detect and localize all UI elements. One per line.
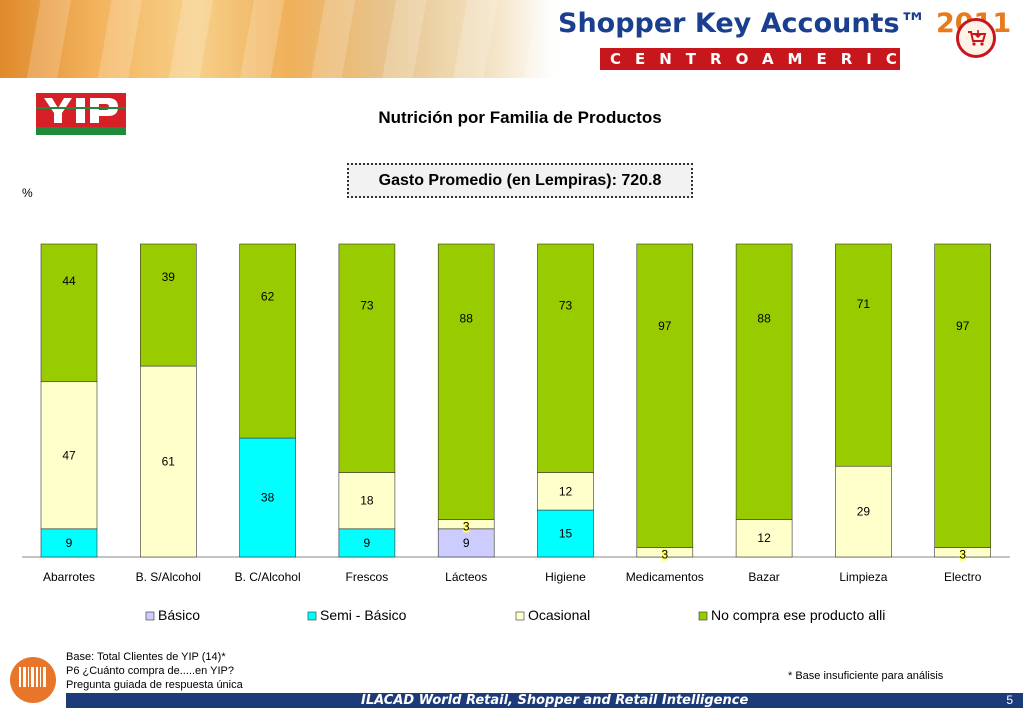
data-label: 9 xyxy=(66,536,73,550)
x-tick-label: Lácteos xyxy=(445,570,487,584)
bar-segment xyxy=(239,243,296,439)
data-label-highlight xyxy=(463,520,470,533)
legend-swatch xyxy=(698,611,708,621)
bar-segment xyxy=(537,509,594,558)
footer-bar: ILACAD World Retail, Shopper and Retail … xyxy=(66,693,1023,708)
footer-text: ILACAD World Retail, Shopper and Retail … xyxy=(361,693,749,708)
shopping-cart-logo xyxy=(956,18,996,58)
bar-segment xyxy=(338,472,396,530)
data-label-highlight xyxy=(661,548,668,561)
data-label: 39 xyxy=(162,270,176,284)
brand-subtitle: CENTROAMERICA xyxy=(600,48,922,70)
bar-segment xyxy=(338,243,396,473)
legend-label: Básico xyxy=(158,607,200,623)
shopping-cart-icon xyxy=(968,30,987,46)
legend-swatch xyxy=(307,611,317,621)
brand-title-text: Shopper Key Accounts™ xyxy=(558,8,927,39)
data-label: 12 xyxy=(757,531,771,545)
average-spend-box: Gasto Promedio (en Lempiras): 720.8 xyxy=(347,163,693,198)
x-tick-label: Electro xyxy=(944,570,982,584)
data-label: 29 xyxy=(857,505,871,519)
data-label: 71 xyxy=(857,297,871,311)
bar-segment xyxy=(338,528,396,558)
x-tick-label: Frescos xyxy=(346,570,389,584)
data-label: 73 xyxy=(360,299,374,313)
bar-segment xyxy=(437,243,495,520)
bar-segment xyxy=(140,365,197,558)
data-label: 97 xyxy=(956,319,970,333)
chart-title: Nutrición por Familia de Productos xyxy=(378,108,662,127)
data-label: 38 xyxy=(261,491,275,505)
legend-label: Ocasional xyxy=(528,607,590,623)
data-label: 12 xyxy=(559,484,573,498)
footnote-line: P6 ¿Cuánto compra de.....en YIP? xyxy=(66,665,234,677)
x-tick-label: Medicamentos xyxy=(626,570,704,584)
bar-segment xyxy=(636,243,694,548)
legend-swatch xyxy=(515,611,525,621)
banner-photo xyxy=(0,0,555,78)
bar-segment xyxy=(835,243,892,467)
data-label: 3 xyxy=(463,519,470,533)
barcode-logo xyxy=(10,657,56,703)
x-tick-label: B. C/Alcohol xyxy=(235,570,301,584)
x-tick-label: Limpieza xyxy=(839,570,887,584)
y-axis-label: % xyxy=(22,186,33,200)
bar-segment xyxy=(735,243,793,520)
data-label: 62 xyxy=(261,289,275,303)
legend-swatch xyxy=(145,611,155,621)
bar-segment xyxy=(437,528,495,558)
yip-supermercado-logo xyxy=(36,93,126,135)
data-label: 97 xyxy=(658,319,672,333)
base-note: * Base insuficiente para análisis xyxy=(788,670,944,682)
footnote-line: Base: Total Clientes de YIP (14)* xyxy=(66,651,226,663)
header-banner: Shopper Key Accounts™ 2011 CENTROAMERICA xyxy=(0,0,1023,78)
data-label-highlight xyxy=(959,548,966,561)
x-tick-label: Bazar xyxy=(748,570,779,584)
x-tick-label: Abarrotes xyxy=(43,570,95,584)
data-label: 44 xyxy=(62,274,76,288)
bar-segment xyxy=(40,243,98,383)
bar-segment xyxy=(934,243,992,548)
data-label: 88 xyxy=(460,311,474,325)
banner-photo-overlay xyxy=(0,0,555,78)
data-label: 3 xyxy=(959,548,966,562)
footnote-line: Pregunta guiada de respuesta única xyxy=(66,679,243,691)
data-label: 88 xyxy=(757,311,771,325)
page-number: 5 xyxy=(1006,693,1013,707)
bar-segment xyxy=(140,243,197,367)
data-label: 9 xyxy=(463,536,470,550)
bar-segment xyxy=(40,381,98,530)
data-label: 9 xyxy=(364,536,371,550)
brand-title: Shopper Key Accounts™ 2011 xyxy=(558,8,1011,42)
legend-label: Semi - Básico xyxy=(320,607,407,623)
data-label: 61 xyxy=(162,455,176,469)
x-tick-label: Higiene xyxy=(545,570,586,584)
data-label: 15 xyxy=(559,527,573,541)
data-label: 3 xyxy=(661,548,668,562)
bar-segment xyxy=(239,437,296,558)
data-label: 18 xyxy=(360,494,374,508)
data-label: 47 xyxy=(62,448,76,462)
bar-segment xyxy=(537,243,594,473)
x-tick-label: B. S/Alcohol xyxy=(136,570,201,584)
bar-segment xyxy=(835,465,892,558)
footnote: Base: Total Clientes de YIP (14)* P6 ¿Cu… xyxy=(66,650,243,692)
bar-segment xyxy=(735,519,793,558)
data-label: 73 xyxy=(559,299,573,313)
legend-label: No compra ese producto alli xyxy=(711,607,885,623)
